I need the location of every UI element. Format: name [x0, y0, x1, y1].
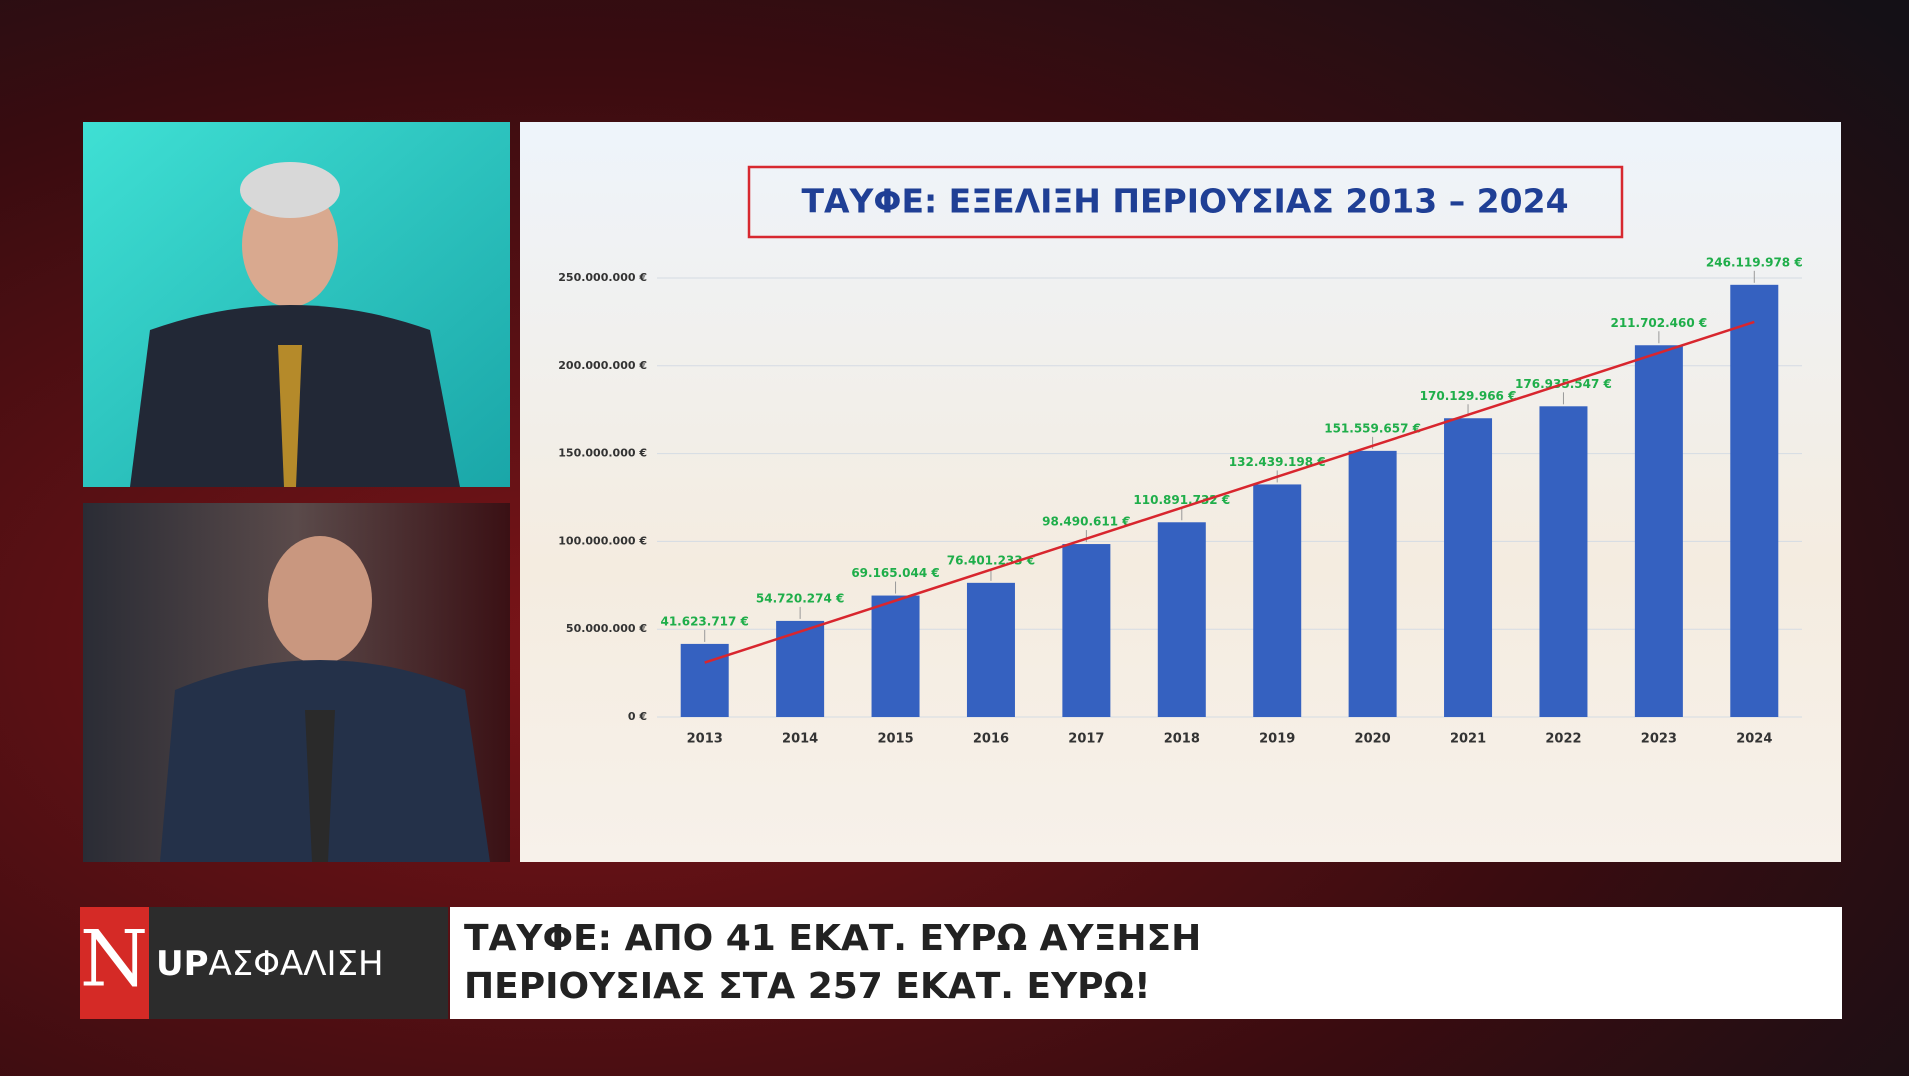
brand-text: ΑΣΦΑΛΙΣΗ [209, 944, 384, 984]
chart-panel [520, 122, 1841, 862]
bar [1539, 406, 1588, 717]
y-tick-label: 50.000.000 € [566, 622, 647, 635]
brand-box [149, 907, 448, 1019]
x-tick-label: 2024 [1736, 732, 1772, 747]
y-tick-label: 0 € [628, 710, 647, 723]
value-label: 76.401.233 € [947, 553, 1035, 567]
value-label: 41.623.717 € [660, 614, 748, 628]
value-label: 98.490.611 € [1042, 515, 1130, 529]
value-label: 151.559.657 € [1324, 421, 1421, 435]
y-tick-label: 150.000.000 € [558, 447, 647, 460]
bar [966, 582, 1015, 717]
x-tick-label: 2016 [973, 732, 1009, 747]
chart-title: ΤΑΥΦΕ: ΕΞΕΛΙΞΗ ΠΕΡΙΟΥΣΙΑΣ 2013 – 2024 [801, 182, 1568, 221]
brand-bold: UP [156, 944, 209, 984]
camera-top [83, 122, 510, 487]
value-label: 246.119.978 € [1706, 255, 1803, 269]
x-tick-label: 2021 [1450, 732, 1486, 747]
trend-line [704, 320, 1755, 664]
bar [1253, 484, 1302, 717]
bar [1444, 418, 1493, 717]
bar [1730, 284, 1779, 717]
x-tick-label: 2014 [782, 732, 818, 747]
y-tick-label: 250.000.000 € [558, 271, 647, 284]
headline-line: ΤΑΥΦΕ: ΑΠΟ 41 ΕΚΑΤ. ΕΥΡΩ ΑΥΞΗΣΗ [464, 918, 1201, 959]
x-tick-label: 2020 [1355, 732, 1391, 747]
value-label: 132.439.198 € [1229, 455, 1326, 469]
value-label: 69.165.044 € [851, 566, 939, 580]
bar [871, 595, 920, 717]
bar [1634, 345, 1683, 717]
value-label: 211.702.460 € [1610, 316, 1707, 330]
bar [1062, 544, 1111, 717]
bar [1157, 522, 1206, 717]
bar [680, 643, 729, 717]
x-tick-label: 2022 [1545, 732, 1581, 747]
headline-box [450, 907, 1842, 1019]
y-tick-label: 200.000.000 € [558, 359, 647, 372]
x-tick-label: 2023 [1641, 732, 1677, 747]
brand: UPΑΣΦΑΛΙΣΗ [156, 944, 384, 984]
bar [776, 620, 825, 717]
headline-line: ΠΕΡΙΟΥΣΙΑΣ ΣΤΑ 257 ΕΚΑΤ. ΕΥΡΩ! [464, 966, 1151, 1007]
x-tick-label: 2018 [1164, 732, 1200, 747]
bar [1348, 450, 1397, 717]
title-box [747, 165, 1624, 239]
camera-bottom [83, 503, 510, 862]
x-tick-label: 2015 [877, 732, 913, 747]
value-label: 110.891.732 € [1133, 493, 1230, 507]
x-tick-label: 2019 [1259, 732, 1295, 747]
value-label: 170.129.966 € [1420, 389, 1517, 403]
x-tick-label: 2013 [687, 732, 723, 747]
logo: N [80, 915, 148, 1005]
y-tick-label: 100.000.000 € [558, 534, 647, 547]
value-label: 54.720.274 € [756, 591, 844, 605]
x-tick-label: 2017 [1068, 732, 1104, 747]
logo-box [80, 907, 149, 1019]
